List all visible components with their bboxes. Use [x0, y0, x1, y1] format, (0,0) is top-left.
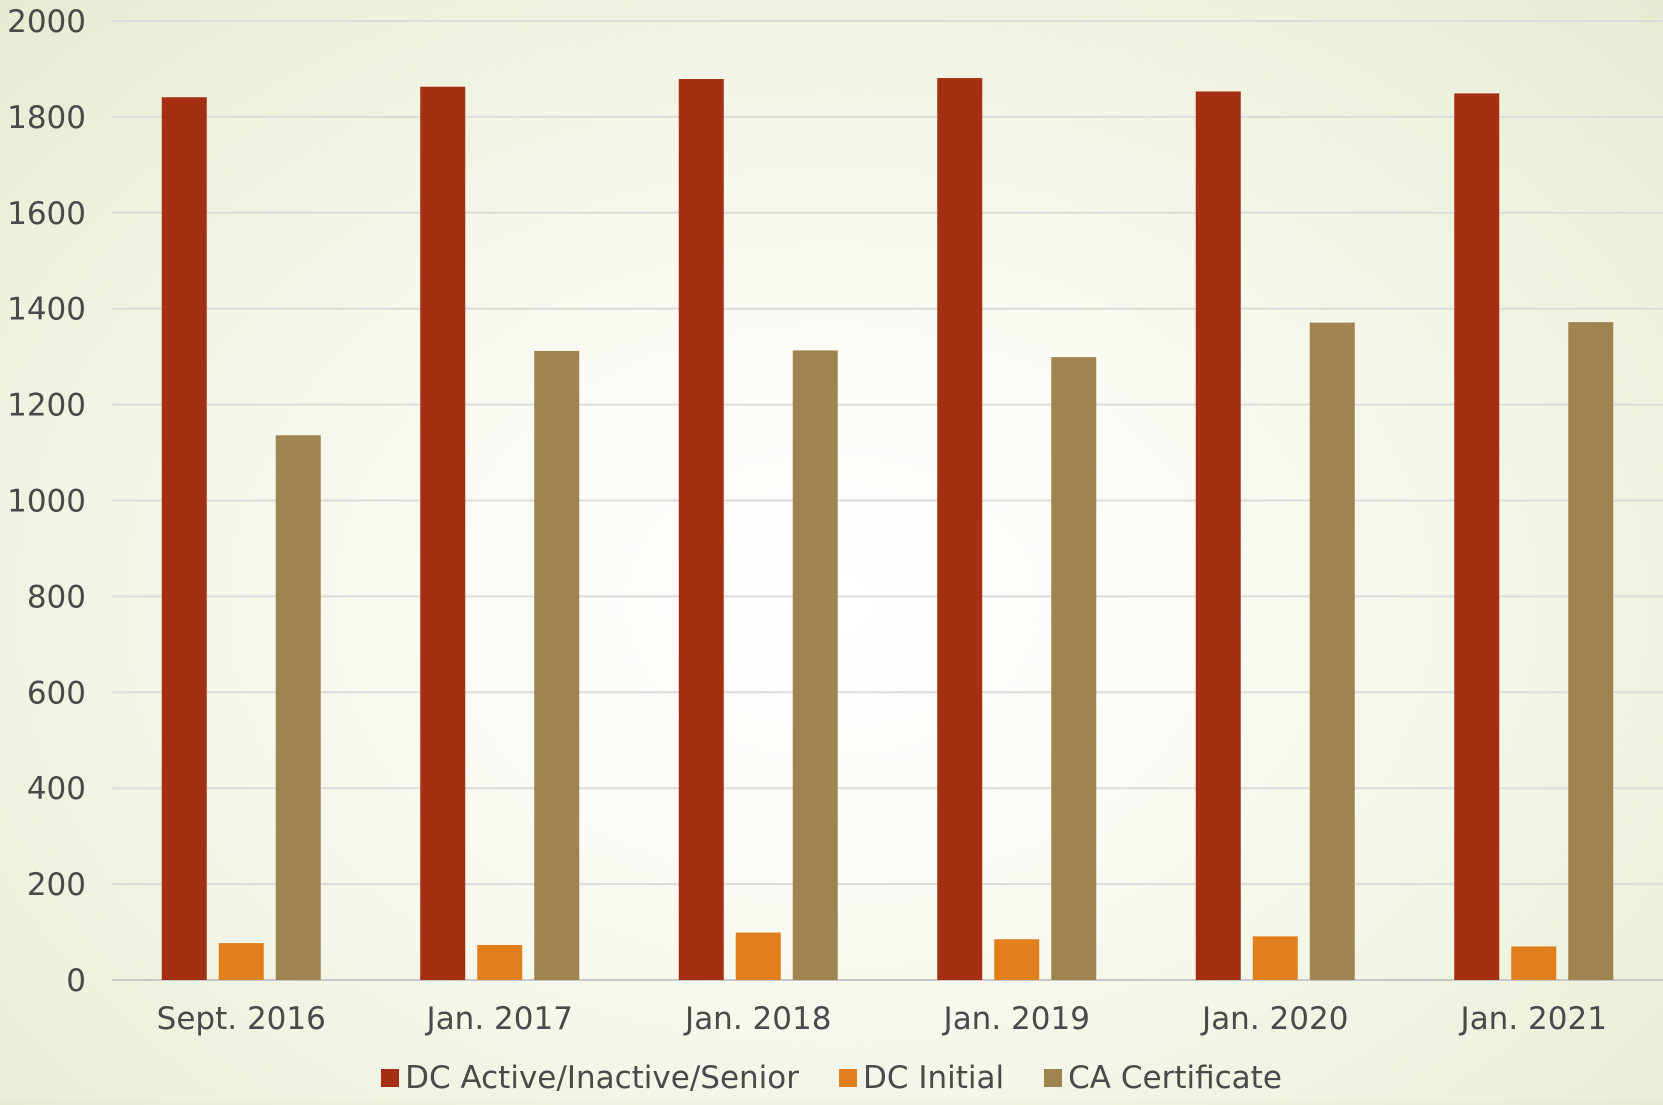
y-tick-label: 0	[66, 963, 86, 999]
x-tick-label: Jan. 2019	[942, 1001, 1090, 1037]
legend-label: CA Certificate	[1068, 1060, 1282, 1096]
y-tick-label: 1800	[7, 100, 86, 136]
y-tick-label: 2000	[7, 4, 86, 40]
bar	[735, 932, 781, 980]
y-tick-label: 1600	[7, 196, 86, 232]
bar	[937, 78, 983, 981]
y-tick-label: 400	[27, 771, 86, 807]
bar	[1568, 322, 1614, 981]
legend-item: DC Initial	[839, 1060, 1004, 1096]
legend: DC Active/Inactive/Senior DC Initial CA Ce…	[0, 1060, 1663, 1096]
bar	[218, 943, 264, 980]
bars	[161, 78, 1614, 981]
bar	[1454, 93, 1500, 981]
bar	[1511, 946, 1557, 980]
legend-item: CA Certificate	[1044, 1060, 1282, 1096]
bar	[161, 97, 207, 981]
bar	[477, 944, 523, 980]
legend-swatch	[1044, 1069, 1063, 1087]
legend-item: DC Active/Inactive/Senior	[381, 1060, 799, 1096]
y-tick-label: 1200	[7, 388, 86, 424]
x-tick-label: Sept. 2016	[157, 1001, 326, 1037]
bar	[1051, 357, 1097, 980]
y-tick-label: 800	[27, 579, 86, 615]
legend-label: DC Active/Inactive/Senior	[405, 1060, 799, 1096]
bar	[420, 86, 466, 980]
legend-swatch	[381, 1069, 400, 1087]
bar	[792, 350, 838, 980]
bar	[1252, 936, 1298, 980]
gridlines	[112, 20, 1663, 981]
bar	[994, 939, 1040, 980]
bar	[678, 79, 724, 980]
legend-label: DC Initial	[863, 1060, 1005, 1096]
x-tick-label: Jan. 2020	[1200, 1001, 1348, 1037]
y-tick-label: 1400	[7, 292, 86, 328]
x-tick-label: Jan. 2021	[1459, 1001, 1607, 1037]
x-tick-label: Jan. 2018	[683, 1001, 831, 1037]
bar	[275, 435, 321, 981]
y-tick-label: 200	[27, 867, 86, 903]
y-tick-label: 1000	[7, 484, 86, 520]
x-axis-ticks: Sept. 2016 Jan. 2017 Jan. 2018 Jan. 2019 Jan…	[157, 1001, 1607, 1037]
bar	[1195, 91, 1241, 980]
bar	[1309, 322, 1355, 981]
y-tick-label: 600	[27, 675, 86, 711]
legend-swatch	[839, 1069, 857, 1087]
x-tick-label: Jan. 2017	[425, 1001, 573, 1037]
y-axis-ticks: 0 200 400 600 800 1000 1200 1400 1600 1800 2000	[7, 4, 86, 999]
bar	[534, 350, 580, 980]
